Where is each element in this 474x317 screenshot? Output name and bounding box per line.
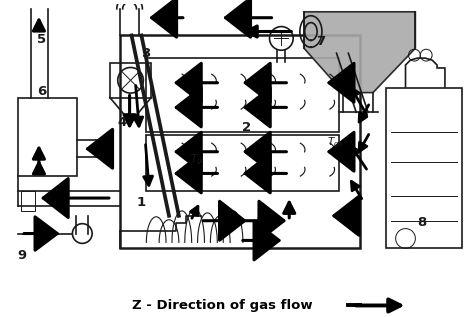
Text: 8: 8 <box>417 216 426 229</box>
Text: 1: 1 <box>137 196 146 209</box>
Bar <box>146 135 338 191</box>
Text: 4: 4 <box>118 116 127 129</box>
Text: $T_{go}$: $T_{go}$ <box>327 136 344 150</box>
Text: 6: 6 <box>37 85 46 98</box>
Text: 3: 3 <box>141 48 151 61</box>
Text: 9: 9 <box>18 249 27 262</box>
Text: $T_{gl}$: $T_{gl}$ <box>190 153 205 167</box>
Bar <box>386 88 462 248</box>
Bar <box>18 98 77 176</box>
Text: Z - Direction of gas flow: Z - Direction of gas flow <box>132 299 312 312</box>
Text: 2: 2 <box>242 121 251 134</box>
Bar <box>21 191 35 211</box>
Bar <box>110 63 151 98</box>
Text: 5: 5 <box>37 33 46 46</box>
Text: 7: 7 <box>317 35 326 48</box>
Bar <box>146 58 338 132</box>
Bar <box>120 36 360 248</box>
Polygon shape <box>304 12 415 93</box>
